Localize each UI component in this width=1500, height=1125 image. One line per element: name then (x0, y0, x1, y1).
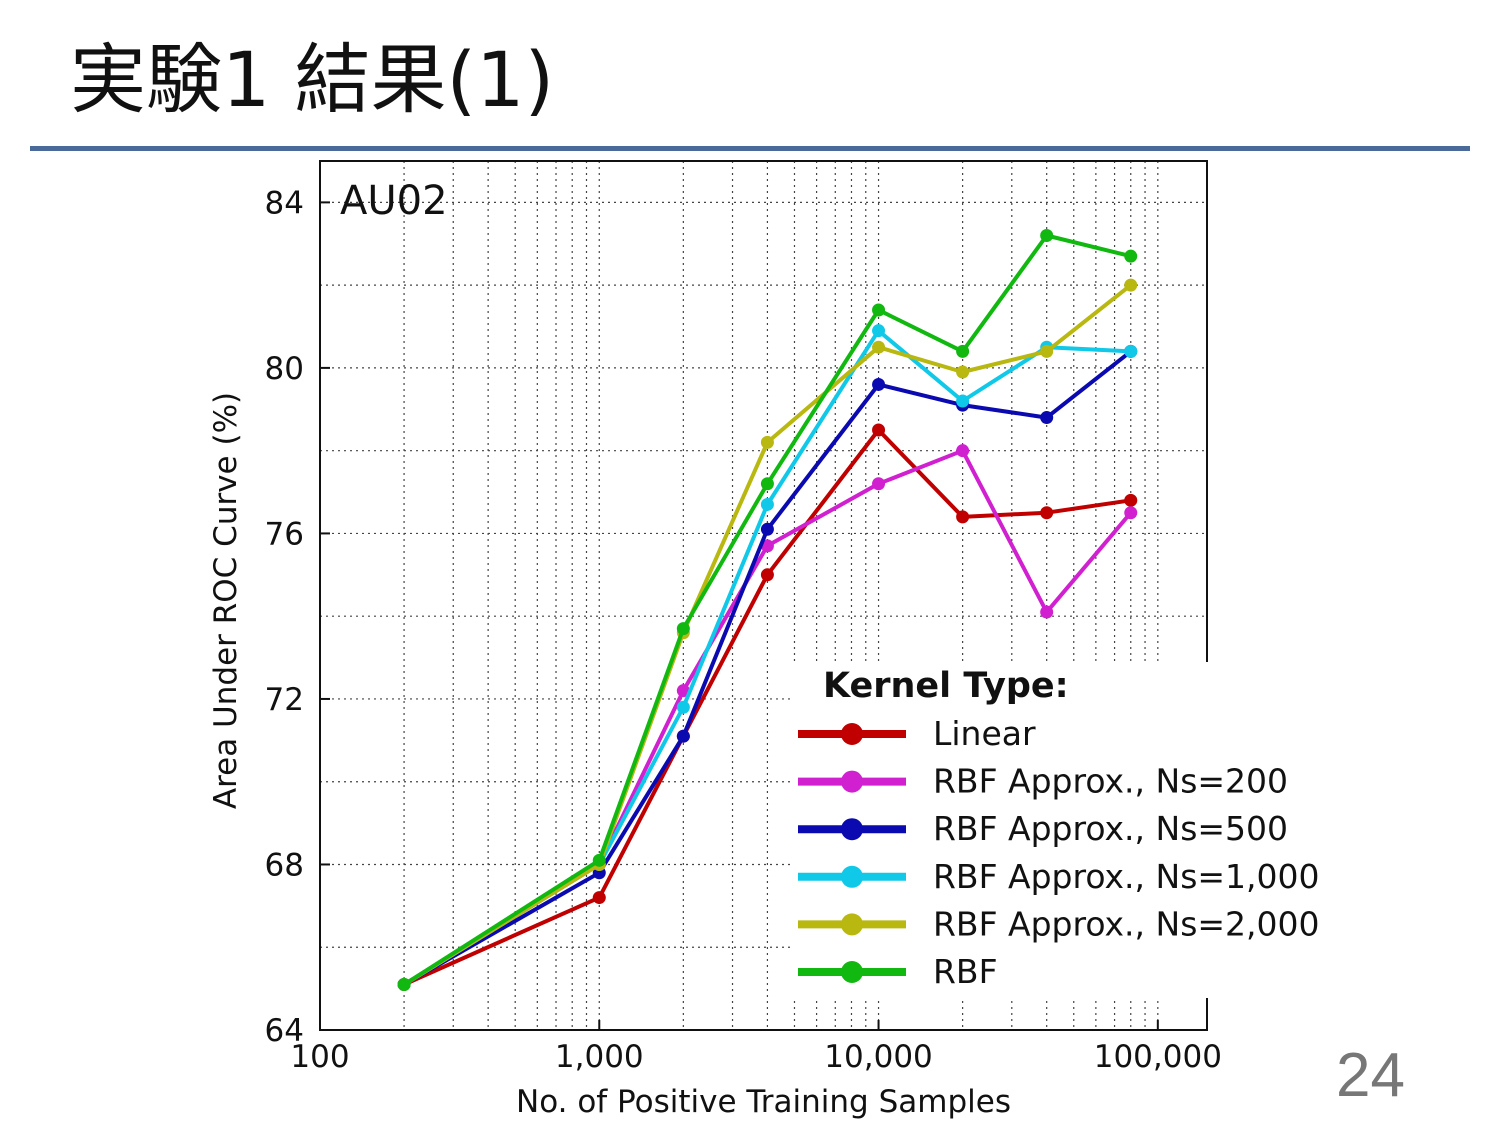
data-point (1040, 228, 1054, 242)
legend-label: RBF Approx., Ns=2,000 (933, 904, 1320, 943)
y-axis-title: Area Under ROC Curve (%) (208, 392, 244, 809)
legend-swatch-marker (841, 961, 863, 983)
y-tick-label: 64 (265, 1013, 304, 1049)
legend-label: RBF Approx., Ns=1,000 (933, 857, 1320, 896)
legend-item: RBF Approx., Ns=200 (798, 762, 1288, 801)
series-line (403, 233, 1132, 987)
data-point (872, 303, 886, 317)
data-point (760, 435, 774, 449)
series-lines (397, 228, 1138, 991)
data-point (592, 853, 606, 867)
data-point (1040, 506, 1054, 520)
data-point (956, 510, 970, 524)
data-point (872, 340, 886, 354)
y-tick-label: 76 (265, 516, 304, 552)
legend-label: Linear (933, 714, 1036, 753)
data-point (1124, 506, 1138, 520)
panel-label: AU02 (340, 178, 448, 224)
data-point (872, 324, 886, 338)
page-number: 24 (1336, 1041, 1405, 1110)
data-point (1124, 249, 1138, 263)
legend-items: Linear RBF Approx., Ns=200 RBF Approx., Ns… (798, 714, 1320, 991)
data-point (956, 394, 970, 408)
data-point (760, 522, 774, 536)
data-point (1124, 344, 1138, 358)
data-point (956, 444, 970, 458)
data-point (676, 700, 690, 714)
legend-swatch-marker (841, 723, 863, 745)
x-axis-title: No. of Positive Training Samples (516, 1084, 1011, 1120)
legend-title: Kernel Type: (823, 666, 1069, 706)
data-point (956, 365, 970, 379)
data-point (760, 568, 774, 582)
data-point (676, 684, 690, 698)
data-point (760, 539, 774, 553)
legend-swatch-marker (841, 913, 863, 936)
legend-swatch-marker (841, 818, 863, 841)
data-point (1124, 493, 1138, 507)
data-point (592, 891, 606, 905)
data-point (1040, 411, 1054, 425)
x-tick-label: 10,000 (824, 1039, 932, 1075)
x-tick-label: 100 (290, 1039, 349, 1075)
data-point (872, 377, 886, 391)
legend-swatch-marker (841, 770, 863, 793)
x-axis-ticks: 100 1,000 10,000 100,000 (290, 1020, 1222, 1075)
legend-label: RBF Approx., Ns=500 (933, 809, 1288, 848)
data-point (760, 497, 774, 511)
legend-label: RBF Approx., Ns=200 (933, 762, 1288, 801)
data-point (872, 423, 886, 437)
legend-item: RBF Approx., Ns=500 (798, 809, 1288, 848)
legend-item: Linear (798, 714, 1036, 753)
data-point (760, 477, 774, 491)
data-point (1040, 344, 1054, 358)
series-line (403, 349, 1133, 987)
legend-item: RBF Approx., Ns=1,000 (798, 857, 1320, 896)
data-point (676, 622, 690, 636)
title-divider (30, 146, 1470, 151)
y-tick-label: 84 (265, 185, 304, 221)
x-tick-label: 100,000 (1094, 1039, 1222, 1075)
y-tick-label: 80 (265, 351, 304, 387)
series-line (403, 428, 1132, 987)
legend-item: RBF (798, 952, 998, 991)
data-point (872, 477, 886, 491)
y-axis-ticks: 64 68 72 76 80 84 (265, 185, 330, 1049)
series-rbf (397, 228, 1138, 991)
data-point (1040, 605, 1054, 619)
data-point (397, 977, 411, 991)
data-point (1124, 278, 1138, 292)
legend-item: RBF Approx., Ns=2,000 (798, 904, 1320, 943)
y-tick-label: 72 (265, 682, 304, 718)
data-point (956, 344, 970, 358)
slide-title: 実験1 結果(1) (70, 35, 555, 124)
legend-swatch-marker (841, 865, 863, 888)
x-tick-label: 1,000 (555, 1039, 644, 1075)
legend: Kernel Type: Linear RBF Approx., Ns=200 RB… (790, 662, 1320, 998)
plot-frame (319, 160, 1208, 1031)
y-tick-label: 68 (265, 847, 304, 883)
data-point (676, 729, 690, 743)
legend-label: RBF (933, 952, 998, 991)
